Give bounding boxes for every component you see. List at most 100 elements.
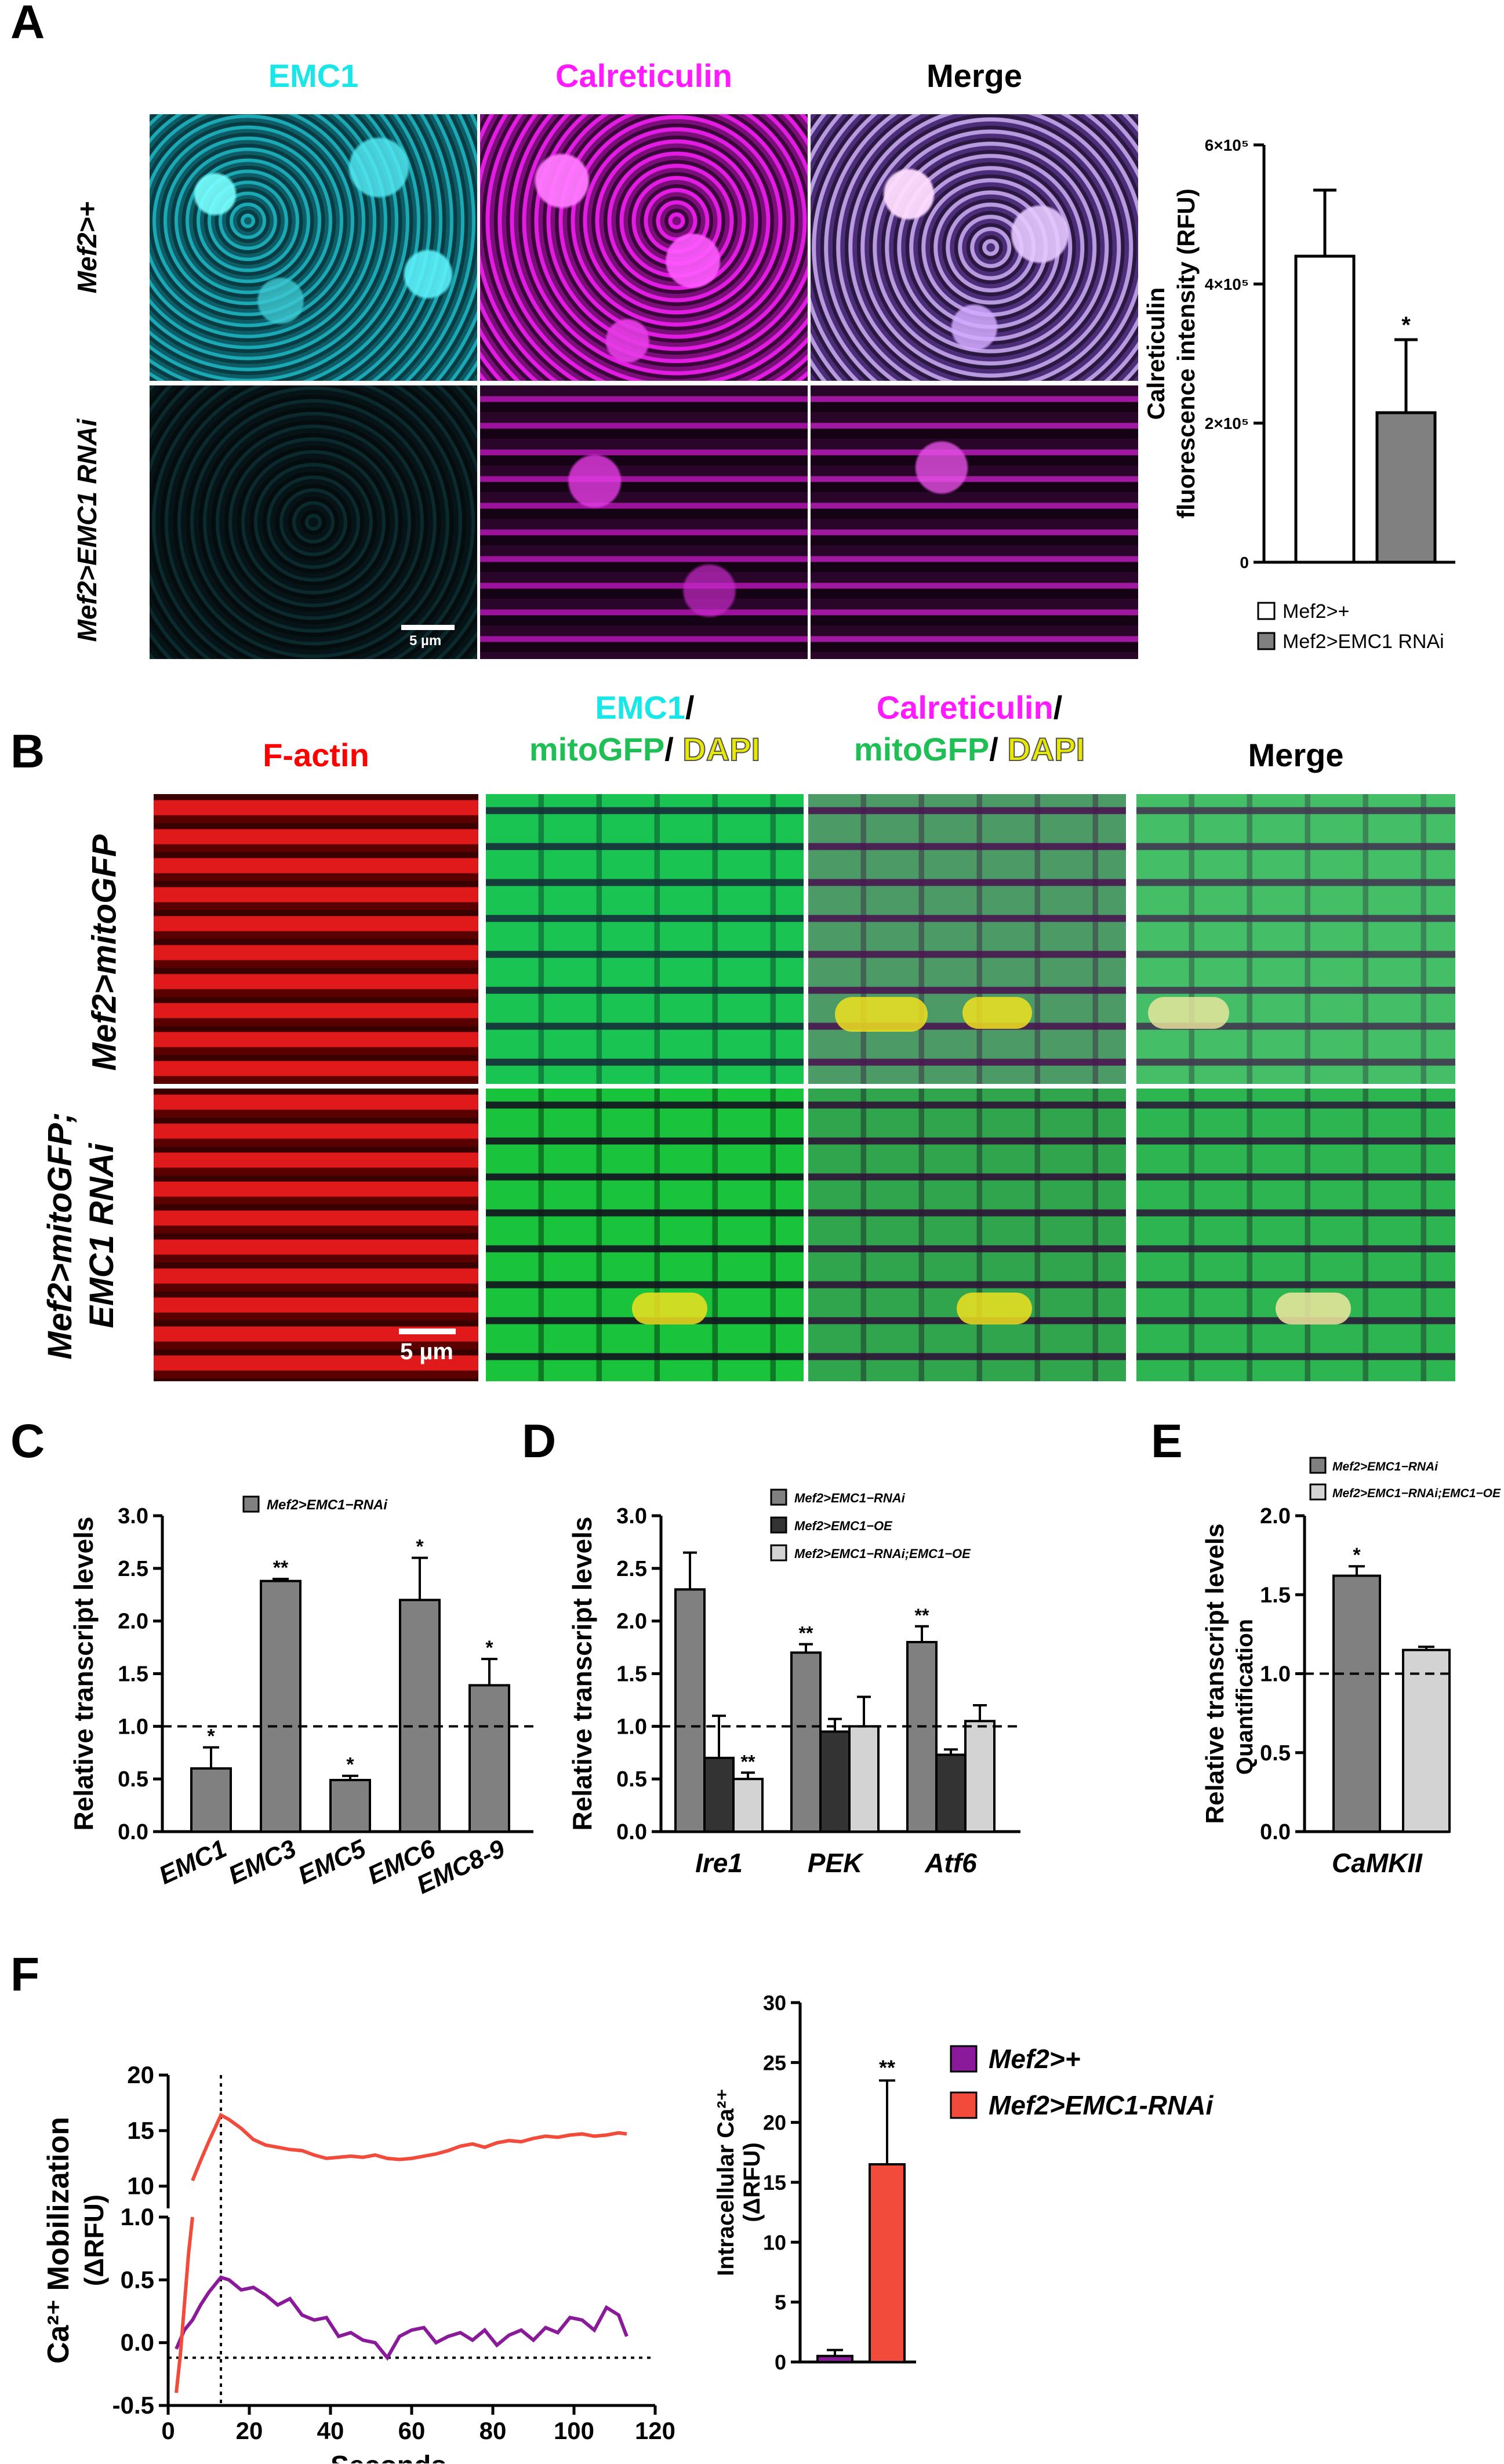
y-axis-label: Calreticulin xyxy=(1142,287,1169,420)
micro-a-calret-rnai xyxy=(480,385,808,659)
legend-swatch xyxy=(1257,632,1276,650)
y-tick-label: 1.0 xyxy=(1260,1662,1291,1687)
legend-label: Mef2>+ xyxy=(1283,600,1349,623)
header-emc1-mito-dapi: EMC1/ mitoGFP/ DAPI xyxy=(482,687,807,770)
micro-b-factin-control xyxy=(154,794,478,1084)
y-tick-label: 1.0 xyxy=(118,1715,148,1739)
chart-f-ca-mobilization: 10 15 20 -0.5 0.0 0.5 1.0 0 20 40 60 80 100 120 Second… xyxy=(42,2061,675,2463)
y-axis-label: (ΔRFU) xyxy=(79,2194,109,2286)
legend-label: Mef2>EMC1−OE xyxy=(794,1519,893,1533)
header-b-emc1: EMC1 xyxy=(595,689,686,726)
micro-b-emc1-mito-rnai xyxy=(486,1089,804,1381)
bar xyxy=(1294,254,1356,564)
legend-swatch xyxy=(950,2091,978,2119)
x-tick-label: 20 xyxy=(236,2417,263,2444)
header-b-mitogfp: mitoGFP xyxy=(853,731,990,767)
header-emc1: EMC1 xyxy=(268,57,359,94)
bar xyxy=(819,1730,851,1833)
x-tick-label: Atf6 xyxy=(924,1848,977,1878)
chart-a-calreticulin: 0 2×10⁵ 4×10⁵ 6×10⁵ * Calreticulin fluorescenc… xyxy=(1142,136,1455,653)
x-tick-label: PEK xyxy=(808,1848,864,1878)
y-tick-label: 1.5 xyxy=(616,1662,647,1687)
y-axis-label: fluorescence intensity (RFU) xyxy=(1172,188,1200,518)
header-b-slash: / xyxy=(1053,689,1063,726)
y-axis-label: Quantification xyxy=(1232,1619,1258,1775)
bar xyxy=(329,1778,371,1833)
x-axis-label: Seconds xyxy=(330,2451,446,2463)
y-tick-label: 2×10⁵ xyxy=(1205,414,1249,432)
micro-a-emc1-control xyxy=(150,114,477,381)
row-label-mef2: Mef2>+ xyxy=(72,201,102,294)
series-line-mef2-emc1-rnai xyxy=(191,2112,627,2182)
legend-swatch xyxy=(770,1488,787,1506)
y-axis-label: Relative transcript levels xyxy=(567,1516,597,1830)
panel-label-a: A xyxy=(10,0,45,49)
legend-swatch xyxy=(770,1516,787,1534)
chart-f-intracellular-ca: 0 5 10 15 20 25 30 ** Intracellular Ca²⁺ (ΔRFU) Me… xyxy=(713,1991,1214,2374)
header-b-slash: / xyxy=(664,731,674,767)
dapi-nucleus xyxy=(957,1293,1032,1324)
legend-swatch xyxy=(1309,1457,1327,1474)
scale-bar-a xyxy=(401,625,455,630)
header-b-slash: / xyxy=(685,689,695,726)
y-tick-label: 3.0 xyxy=(616,1504,647,1528)
legend-label: Mef2>EMC1 RNAi xyxy=(1283,631,1444,653)
bar xyxy=(816,2354,853,2364)
x-tick-label: 0 xyxy=(161,2417,175,2444)
y-axis-label: Relative transcript levels xyxy=(68,1516,99,1830)
chart-c-emc-transcripts: 0.00.51.01.52.02.53.0*EMC1**EMC3*EMC5*EM… xyxy=(68,1495,533,1899)
legend-label: Mef2>EMC1−RNAi;EMC1−OE xyxy=(794,1546,971,1561)
dapi-nucleus xyxy=(835,997,928,1032)
legend-label: Mef2>EMC1−RNAi xyxy=(267,1497,388,1513)
bar xyxy=(935,1753,967,1833)
bar xyxy=(1402,1648,1451,1833)
legend-swatch xyxy=(770,1544,787,1562)
legend-label: Mef2>+ xyxy=(989,2044,1081,2074)
y-tick-label: 0.5 xyxy=(121,2266,154,2293)
y-tick-label: 2.0 xyxy=(1260,1504,1291,1528)
panel-label-d: D xyxy=(522,1415,557,1468)
y-tick-label: 0.5 xyxy=(616,1767,647,1792)
header-b-dapi: DAPI xyxy=(1007,730,1085,768)
significance-label: ** xyxy=(799,1623,813,1644)
dapi-nucleus xyxy=(632,1293,707,1324)
significance-label: * xyxy=(207,1726,215,1748)
bar xyxy=(732,1778,764,1833)
panel-label-c: C xyxy=(10,1415,45,1468)
y-tick-label: 5 xyxy=(775,2291,786,2314)
x-tick-label: EMC1 xyxy=(155,1835,231,1890)
panel-label-f: F xyxy=(10,1948,40,2001)
significance-label: ** xyxy=(915,1605,929,1626)
y-tick-label: 2.5 xyxy=(616,1557,647,1581)
y-tick-label: 6×10⁵ xyxy=(1205,136,1249,154)
significance-label: ** xyxy=(741,1751,755,1772)
dapi-nucleus xyxy=(1148,997,1229,1029)
legend-label: Mef2>EMC1-RNAi xyxy=(989,2090,1214,2120)
y-tick-label: 15 xyxy=(763,2171,786,2194)
header-b-dapi: DAPI xyxy=(682,730,761,768)
y-tick-label: 0 xyxy=(1240,554,1249,572)
y-tick-label: 30 xyxy=(763,1991,786,2015)
legend-label: Mef2>EMC1−RNAi xyxy=(1332,1460,1438,1473)
significance-label: * xyxy=(346,1754,354,1776)
dapi-nucleus xyxy=(962,997,1032,1029)
y-tick-label: 1.5 xyxy=(118,1662,148,1687)
bar xyxy=(260,1579,301,1833)
significance-label: * xyxy=(1401,312,1411,338)
x-tick-label: 100 xyxy=(554,2417,594,2444)
y-tick-label: 0.5 xyxy=(1260,1741,1291,1766)
bar xyxy=(964,1720,996,1833)
x-tick-label: EMC5 xyxy=(294,1834,370,1890)
scale-text-b: 5 µm xyxy=(400,1339,453,1364)
x-tick-label: 40 xyxy=(317,2417,344,2444)
y-tick-label: 0.0 xyxy=(1260,1820,1291,1844)
y-axis-label: (ΔRFU) xyxy=(739,2142,765,2222)
micro-b-factin-rnai xyxy=(154,1089,478,1381)
y-tick-label: 25 xyxy=(763,2051,786,2074)
micro-b-merge-rnai xyxy=(1136,1089,1455,1381)
chart-e-camkii-transcripts: 0.0 0.5 1.0 1.5 2.0 * Mef2>EMC1−RNAi Mef2>EMC1−… xyxy=(1201,1457,1501,1878)
legend-swatch xyxy=(950,2045,978,2073)
bar xyxy=(848,1725,880,1833)
x-tick-label: 80 xyxy=(479,2417,507,2444)
header-merge: Merge xyxy=(927,57,1022,94)
